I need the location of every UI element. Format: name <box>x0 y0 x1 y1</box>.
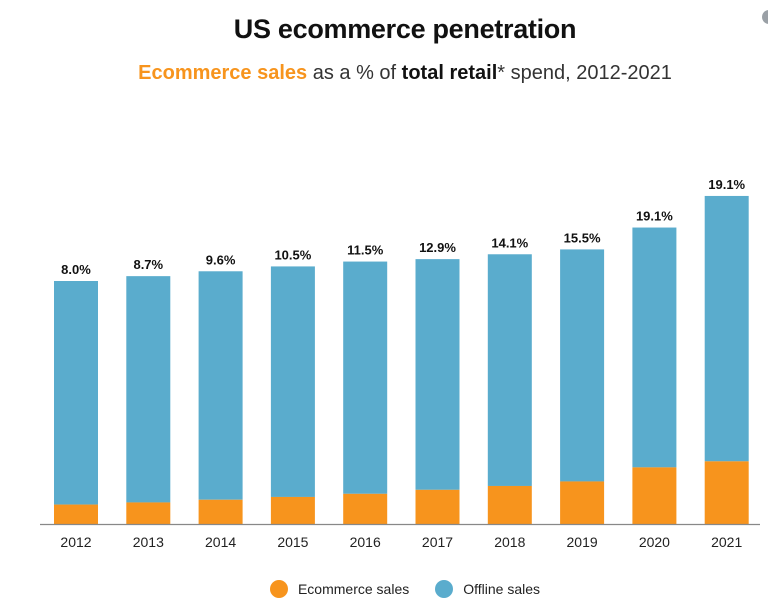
bar-offline-2016 <box>343 261 388 494</box>
data-label-2020: 19.1% <box>636 209 673 224</box>
bar-ecommerce-2012 <box>54 504 98 524</box>
data-label-2018: 14.1% <box>491 235 528 250</box>
bar-ecommerce-2018 <box>487 485 532 524</box>
x-tick-label-2016: 2016 <box>350 534 381 550</box>
bar-ecommerce-2015 <box>270 496 315 524</box>
x-tick-label-2019: 2019 <box>567 534 598 550</box>
x-tick-label-2017: 2017 <box>422 534 453 550</box>
x-tick-label-2013: 2013 <box>133 534 164 550</box>
bar-offline-2015 <box>270 266 315 497</box>
subtitle-as-percent-of: as a % of <box>307 62 402 84</box>
bar-offline-2018 <box>487 254 532 486</box>
bar-offline-2012 <box>54 281 98 505</box>
data-label-2014: 9.6% <box>206 252 236 267</box>
bar-offline-2020 <box>632 227 677 468</box>
legend-label-ecommerce: Ecommerce sales <box>297 581 410 597</box>
data-label-2016: 11.5% <box>347 243 384 258</box>
bar-offline-2017 <box>415 259 460 490</box>
bar-offline-2014 <box>198 271 243 500</box>
x-tick-label-2015: 2015 <box>277 534 308 550</box>
legend-item-ecommerce: Ecommerce sales <box>269 580 410 598</box>
bar-ecommerce-2019 <box>560 481 605 524</box>
bar-ecommerce-2020 <box>632 467 677 524</box>
x-tick-label-2020: 2020 <box>639 534 670 550</box>
legend-item-offline: Offline sales <box>435 580 540 598</box>
x-tick-label-2018: 2018 <box>494 534 525 550</box>
x-tick-label-2014: 2014 <box>205 534 236 550</box>
data-label-2017: 12.9% <box>419 240 456 255</box>
subtitle-total-retail: total retail <box>401 62 498 84</box>
corner-circle-icon <box>762 10 768 24</box>
bar-ecommerce-2021 <box>704 461 749 524</box>
bar-ecommerce-2013 <box>126 502 171 524</box>
subtitle-ecommerce-sales: Ecommerce sales <box>138 62 308 84</box>
data-label-2015: 10.5% <box>274 247 311 262</box>
chart-legend: Ecommerce sales Offline sales <box>0 580 768 598</box>
legend-label-offline: Offline sales <box>463 581 541 597</box>
x-tick-label-2012: 2012 <box>60 534 91 550</box>
bar-ecommerce-2014 <box>198 499 243 524</box>
chart-subtitle: Ecommerce sales as a % of total retail* … <box>0 62 768 85</box>
bar-ecommerce-2016 <box>343 493 388 524</box>
data-label-2012: 8.0% <box>61 262 91 277</box>
bar-offline-2021 <box>704 195 749 462</box>
subtitle-spend-range: * spend, 2012-2021 <box>497 62 672 84</box>
bar-ecommerce-2017 <box>415 489 460 524</box>
chart-title: US ecommerce penetration <box>233 14 577 44</box>
legend-swatch-ecommerce <box>269 580 288 598</box>
bar-offline-2019 <box>560 249 605 482</box>
data-label-2019: 15.5% <box>564 230 601 245</box>
data-label-2021: 19.1% <box>708 177 745 192</box>
bar-offline-2013 <box>126 276 171 503</box>
x-tick-label-2021: 2021 <box>711 534 742 550</box>
legend-swatch-offline <box>435 580 454 598</box>
data-label-2013: 8.7% <box>133 257 163 272</box>
